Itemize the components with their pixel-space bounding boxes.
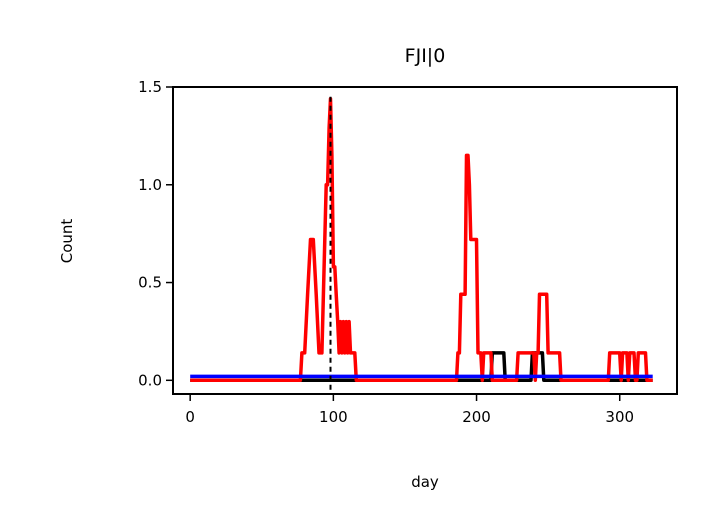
x-tick-label: 200 [462, 408, 491, 426]
y-tick-label: 0.0 [138, 371, 162, 389]
x-tick-label: 100 [319, 408, 348, 426]
y-tick-label: 1.0 [138, 176, 162, 194]
x-axis-ticks: 0 100 200 300 [185, 394, 634, 426]
x-tick-label: 300 [605, 408, 634, 426]
plot-frame [172, 86, 678, 395]
y-axis-ticks: 0.0 0.5 1.0 1.5 [138, 78, 173, 389]
x-tick-label: 0 [185, 408, 195, 426]
series-line-2 [190, 96, 653, 383]
series-layer [190, 96, 653, 383]
y-tick-label: 0.5 [138, 274, 162, 292]
y-tick-label: 1.5 [138, 78, 162, 96]
x-axis-label: day [411, 473, 439, 491]
chart-title: FJI|0 [405, 45, 446, 67]
y-axis-label: Count [58, 219, 76, 264]
plot-area [172, 86, 678, 395]
